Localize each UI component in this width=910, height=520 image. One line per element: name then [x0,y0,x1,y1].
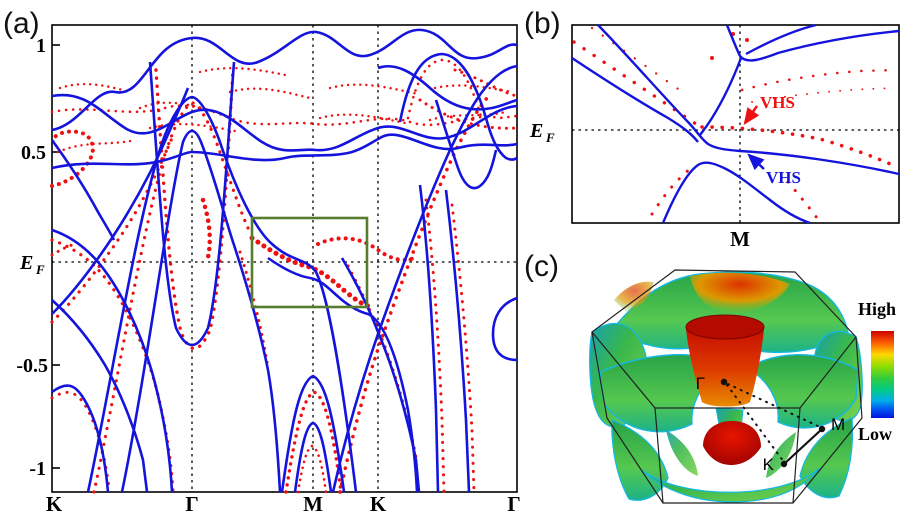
bands-blue-b [571,23,900,225]
colorbar: High Low [858,299,896,444]
bands-red-b [572,26,899,224]
ef-sub-b: F [545,130,555,145]
ytick-m05: -0.5 [16,355,48,377]
fermi-surface [589,271,863,503]
panel-a-label: (a) [3,7,40,40]
ytick-05: 0.5 [21,142,46,164]
panel-c: (c) [524,250,896,504]
highlight-box-M-region [250,216,369,309]
panel-b-grid [572,25,899,223]
xtick-M: M [303,492,323,516]
panel-c-label: (c) [524,250,559,283]
xtick-M-b: M [730,227,750,251]
colorbar-high-label: High [858,299,896,319]
panel-a: (a) 1 0.5 E F -0.5 -1 K Γ M K Γ [3,7,521,516]
panel-a-ticks [52,44,60,469]
brillouin-zone-frame [591,269,863,504]
vhs-blue-label: VHS [766,168,801,187]
panel-a-frame [51,24,518,493]
xtick-G1: Γ [185,492,198,516]
ytick-1: 1 [36,35,46,57]
colorbar-gradient [871,331,894,418]
m-label: M [831,415,845,434]
ef-sub-a: F [35,262,45,277]
ytick-m1: -1 [29,458,46,480]
panel-a-grid [52,25,517,492]
xtick-K2: K [370,492,387,516]
panel-b-label: (b) [524,7,561,40]
bands-blue [50,28,518,493]
ef-label-b: E [529,120,543,142]
gamma-label: Γ [696,374,705,393]
colorbar-low-label: Low [858,424,892,444]
panel-b-frame [571,24,900,224]
vhs-red-arrow [743,105,760,125]
ef-label-a: E [19,252,33,274]
k-label: K [763,455,775,474]
xtick-K1: K [46,492,63,516]
red-dots-extra-b [710,32,749,60]
xtick-G2: Γ [507,492,520,516]
vhs-blue-arrow [747,153,765,171]
bz-path: Γ K M [696,374,846,474]
vhs-red-label: VHS [760,93,795,112]
panel-b: (b) E F M [524,7,900,251]
